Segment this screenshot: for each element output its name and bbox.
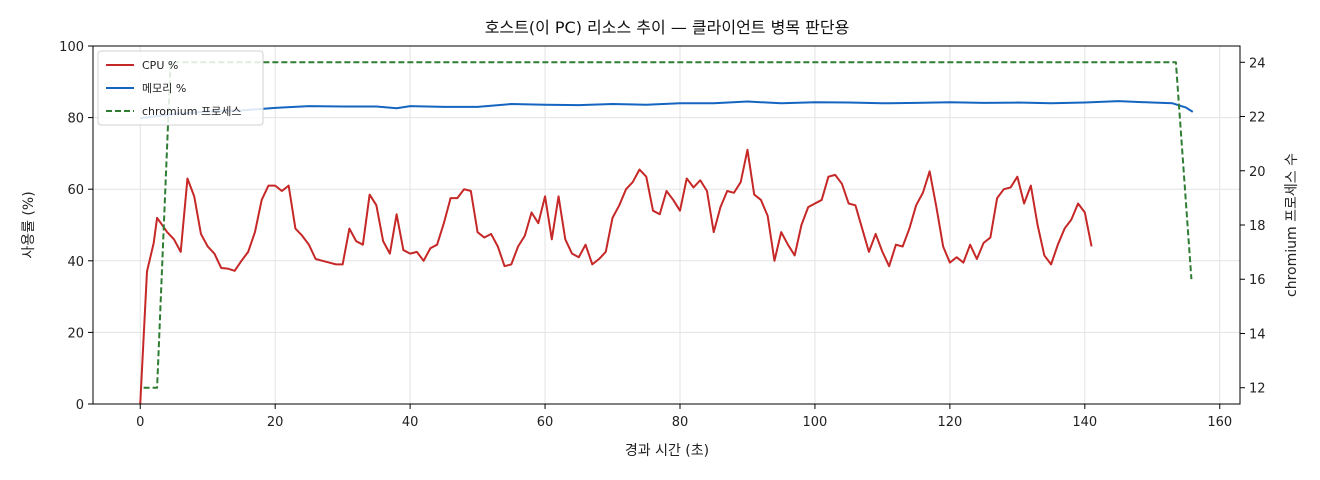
- x-tick-label-5: 100: [803, 415, 828, 430]
- x-tick-label-2: 40: [402, 415, 419, 430]
- x-tick-label-4: 80: [672, 415, 689, 430]
- y2-tick-label-3: 18: [1249, 219, 1266, 234]
- y-tick-label-4: 80: [67, 112, 84, 127]
- y-axis-label: 사용률 (%): [21, 191, 37, 258]
- y-tick-label-0: 0: [76, 398, 84, 413]
- x-axis: 0 20 40 60 80 100 120 140 160: [136, 404, 1232, 430]
- y2-axis-label: chromium 프로세스 수: [1284, 153, 1300, 297]
- y2-tick-label-6: 24: [1249, 56, 1266, 71]
- y-tick-label-1: 20: [67, 326, 84, 341]
- x-tick-label-1: 20: [267, 415, 284, 430]
- series-line-0: [139, 148, 1093, 404]
- series-line-1: [140, 100, 1194, 120]
- x-tick-label-7: 140: [1072, 415, 1097, 430]
- legend-label-1: 메모리 %: [142, 82, 186, 95]
- x-axis-label: 경과 시간 (초): [625, 443, 709, 459]
- y2-tick-label-1: 14: [1249, 327, 1266, 342]
- y-axis-left: 0 20 40 60 80 100: [59, 40, 93, 413]
- y-tick-label-3: 60: [67, 183, 84, 198]
- y2-tick-label-4: 20: [1249, 165, 1266, 180]
- y-axis-right: 12 14 16 18 20 22 24: [1240, 56, 1266, 397]
- series-line-2: [143, 61, 1193, 389]
- y2-tick-label-5: 22: [1249, 111, 1266, 126]
- x-tick-label-3: 60: [537, 415, 554, 430]
- plot-area: [139, 61, 1194, 404]
- legend-label-2: chromium 프로세스: [142, 105, 241, 118]
- y-tick-label-2: 40: [67, 255, 84, 270]
- legend: CPU % 메모리 % chromium 프로세스: [97, 50, 264, 126]
- chart-title: 호스트(이 PC) 리소스 추이 — 클라이언트 병목 판단용: [485, 18, 850, 37]
- x-tick-label-8: 160: [1207, 415, 1232, 430]
- legend-label-0: CPU %: [142, 59, 178, 72]
- legend-frame: [97, 50, 264, 126]
- y2-tick-label-0: 12: [1249, 382, 1266, 397]
- x-tick-label-0: 0: [136, 415, 144, 430]
- y-tick-label-5: 100: [59, 40, 84, 55]
- x-tick-label-6: 120: [937, 415, 962, 430]
- y2-tick-label-2: 16: [1249, 273, 1266, 288]
